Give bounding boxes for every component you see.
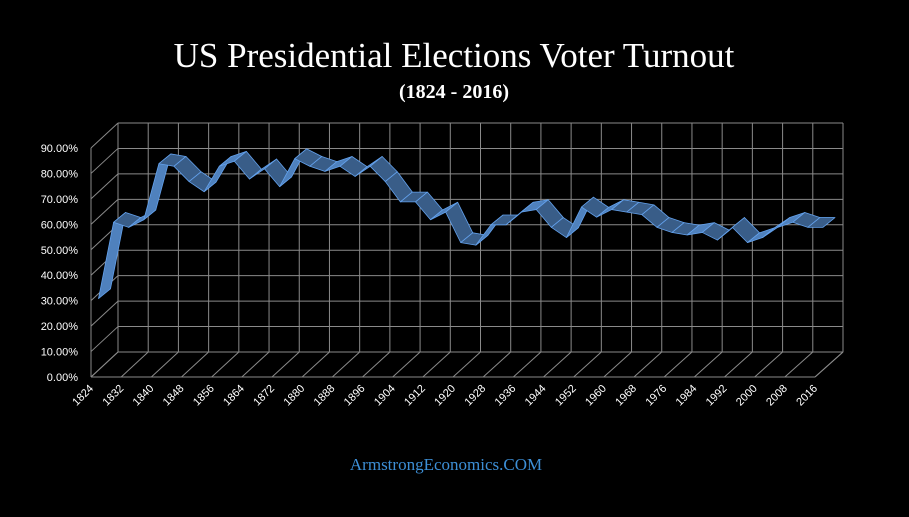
x-tick-label: 1904 bbox=[372, 383, 398, 409]
x-tick-label: 1952 bbox=[553, 383, 579, 409]
grid-line-floor bbox=[784, 351, 814, 378]
x-tick-label: 2016 bbox=[794, 383, 820, 409]
grid-line-side bbox=[90, 122, 119, 149]
grid-line-floor bbox=[120, 351, 149, 378]
grid-line-floor bbox=[181, 351, 209, 378]
grid-line-side bbox=[90, 173, 119, 200]
ribbon-segment-2012 bbox=[807, 217, 836, 228]
x-tick-label: 1936 bbox=[493, 383, 519, 409]
x-tick-label: 1912 bbox=[402, 383, 428, 409]
grid-line-floor bbox=[603, 351, 632, 378]
grid-line-floor bbox=[482, 351, 512, 378]
x-tick-label: 2008 bbox=[764, 383, 790, 409]
x-tick-label: 2000 bbox=[734, 383, 760, 409]
source-credit: ArmstrongEconomics.COM bbox=[350, 455, 542, 474]
y-tick-label: 20.00% bbox=[41, 321, 79, 333]
grid-line-floor bbox=[90, 351, 119, 378]
x-tick-label: 1968 bbox=[613, 383, 639, 409]
grid-line-side bbox=[90, 148, 119, 174]
x-tick-label: 1840 bbox=[131, 383, 157, 409]
y-tick-label: 30.00% bbox=[41, 296, 79, 308]
x-tick-label: 1896 bbox=[342, 383, 368, 409]
y-tick-label: 80.00% bbox=[41, 168, 79, 180]
x-tick-label: 1944 bbox=[523, 383, 549, 409]
grid-line-floor bbox=[301, 351, 330, 378]
y-axis-ticks: 0.00% 10.00% 20.00% 30.00% 40.00% 50.00% 60.00… bbox=[41, 143, 79, 384]
y-tick-label: 70.00% bbox=[41, 194, 79, 206]
y-tick-label: 50.00% bbox=[41, 245, 79, 257]
x-tick-label: 1832 bbox=[100, 383, 126, 409]
y-tick-label: 10.00% bbox=[41, 347, 79, 359]
grid-line-floor bbox=[693, 351, 723, 378]
x-tick-label: 1984 bbox=[674, 383, 700, 409]
grid-line-floor bbox=[150, 351, 179, 378]
grid-line-side bbox=[90, 326, 119, 352]
floor-right-edge bbox=[814, 351, 844, 378]
grid-line-floor bbox=[362, 351, 391, 378]
x-tick-label: 1888 bbox=[312, 383, 338, 409]
x-tick-label: 1864 bbox=[221, 383, 247, 409]
x-tick-label: 1920 bbox=[432, 383, 458, 409]
x-tick-label: 1848 bbox=[161, 383, 187, 409]
grid-line-floor bbox=[331, 351, 361, 378]
x-tick-label: 1992 bbox=[704, 383, 730, 409]
grid-line-floor bbox=[663, 351, 693, 378]
grid-line-floor bbox=[543, 351, 572, 378]
grid-line-floor bbox=[392, 351, 421, 378]
y-tick-label: 40.00% bbox=[41, 270, 79, 282]
grid-line-side bbox=[90, 198, 119, 225]
grid-line-floor bbox=[754, 351, 783, 378]
grid-line-floor bbox=[422, 351, 451, 378]
x-axis-ticks: 1824 1832 1840 1848 1856 1864 1872 1880 1888 1896… bbox=[70, 383, 820, 409]
ribbon-segment-1952 bbox=[581, 196, 609, 218]
x-tick-label: 1872 bbox=[251, 383, 277, 409]
grid-line-floor bbox=[573, 351, 602, 378]
y-tick-label: 90.00% bbox=[41, 143, 79, 155]
grid-line-floor bbox=[271, 351, 300, 378]
data-ribbon bbox=[98, 148, 836, 300]
chart-subtitle: (1824 - 2016) bbox=[399, 81, 509, 103]
grid-line-side bbox=[90, 300, 119, 327]
grid bbox=[90, 122, 844, 378]
x-tick-label: 1960 bbox=[583, 383, 609, 409]
y-tick-label: 0.00% bbox=[47, 372, 78, 384]
grid-line-floor bbox=[512, 351, 542, 378]
x-tick-label: 1856 bbox=[191, 383, 217, 409]
y-tick-label: 60.00% bbox=[41, 219, 79, 231]
grid-line-floor bbox=[724, 351, 753, 378]
chart-title: US Presidential Elections Voter Turnout bbox=[174, 36, 735, 75]
x-tick-label: 1824 bbox=[70, 383, 96, 409]
grid-line-floor bbox=[211, 351, 240, 378]
ribbon-segment-1824 bbox=[98, 212, 126, 300]
x-tick-label: 1880 bbox=[281, 383, 307, 409]
x-tick-label: 1928 bbox=[462, 383, 488, 409]
grid-line-floor bbox=[241, 351, 270, 378]
grid-line-floor bbox=[633, 351, 663, 378]
x-tick-label: 1976 bbox=[643, 383, 669, 409]
grid-line-floor bbox=[452, 351, 481, 378]
ribbon-segment-1928 bbox=[490, 214, 519, 226]
